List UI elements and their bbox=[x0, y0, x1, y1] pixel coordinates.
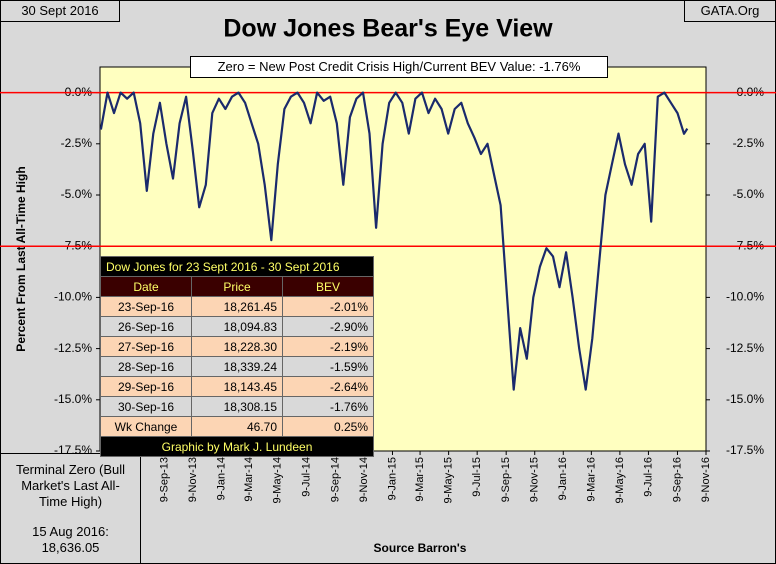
terminal-value: 15 Aug 2016: 18,636.05 bbox=[32, 524, 109, 555]
weekly-table: Dow Jones for 23 Sept 2016 - 30 Sept 201… bbox=[100, 256, 374, 457]
table-row: 23-Sep-16 18,261.45 -2.01% bbox=[100, 296, 374, 317]
y2-tick-label: 0.0% bbox=[737, 85, 765, 99]
chart-title: Dow Jones Bear's Eye View bbox=[223, 15, 553, 43]
y-tick-label: -2.5% bbox=[61, 136, 93, 150]
table-cell: Wk Change bbox=[100, 416, 192, 437]
y-tick-label: -15.0% bbox=[54, 392, 92, 406]
y-tick-label: -12.5% bbox=[54, 341, 92, 355]
y-tick-label: -7.5% bbox=[61, 238, 93, 252]
table-cell: 26-Sep-16 bbox=[100, 316, 192, 337]
x-tick-label: 9-May-15 bbox=[443, 457, 455, 503]
table-cell: -1.59% bbox=[282, 356, 374, 377]
x-tick-label: 9-Nov-13 bbox=[187, 457, 199, 502]
table-cell: 18,339.24 bbox=[191, 356, 283, 377]
x-tick-label: 9-Mar-15 bbox=[414, 457, 426, 502]
x-tick-label: 9-May-14 bbox=[272, 457, 284, 503]
y-tick-label: 0.0% bbox=[65, 85, 93, 99]
table-cell: 30-Sep-16 bbox=[100, 396, 192, 417]
table-cell: 28-Sep-16 bbox=[100, 356, 192, 377]
x-tick-label: 9-Sep-13 bbox=[158, 457, 170, 502]
terminal-zero: Terminal Zero (Bull Market's Last All-Ti… bbox=[15, 462, 126, 509]
y-axis-label: Percent From Last All-Time High bbox=[14, 166, 28, 351]
y2-tick-label: -12.5% bbox=[726, 341, 764, 355]
x-tick-label: 9-Jul-14 bbox=[300, 457, 312, 497]
y-tick-label: -5.0% bbox=[61, 187, 93, 201]
table-cell: -2.64% bbox=[282, 376, 374, 397]
table-cell: -2.19% bbox=[282, 336, 374, 357]
x-tick-label: 9-Nov-16 bbox=[700, 457, 712, 502]
site: GATA.Org bbox=[684, 0, 776, 22]
x-tick-label: 9-Nov-14 bbox=[358, 457, 370, 502]
x-tick-label: 9-May-16 bbox=[614, 457, 626, 503]
y2-tick-label: -5.0% bbox=[733, 187, 765, 201]
table-cell: Graphic by Mark J. Lundeen bbox=[100, 436, 374, 457]
x-tick-label: 9-Jan-16 bbox=[557, 457, 569, 500]
terminal-box: Terminal Zero (Bull Market's Last All-Ti… bbox=[0, 453, 141, 564]
table-cell: 18,094.83 bbox=[191, 316, 283, 337]
table-row: Date Price BEV bbox=[100, 276, 374, 297]
table-cell: 27-Sep-16 bbox=[100, 336, 192, 357]
table-cell: 0.25% bbox=[282, 416, 374, 437]
data-line bbox=[99, 91, 689, 391]
x-tick-label: 9-Mar-14 bbox=[243, 457, 255, 502]
y2-tick-label: -17.5% bbox=[726, 443, 764, 457]
table-cell: -2.90% bbox=[282, 316, 374, 337]
table-cell: 18,261.45 bbox=[191, 296, 283, 317]
table-row: 27-Sep-16 18,228.30 -2.19% bbox=[100, 336, 374, 357]
table-cell: -1.76% bbox=[282, 396, 374, 417]
y-tick-label: -10.0% bbox=[54, 290, 92, 304]
table-cell: Dow Jones for 23 Sept 2016 - 30 Sept 201… bbox=[100, 256, 374, 277]
y2-tick-label: -15.0% bbox=[726, 392, 764, 406]
y2-tick-label: -2.5% bbox=[733, 136, 765, 150]
x-tick-label: 9-Sep-15 bbox=[500, 457, 512, 502]
table-row: 28-Sep-16 18,339.24 -1.59% bbox=[100, 356, 374, 377]
table-cell: -2.01% bbox=[282, 296, 374, 317]
table-cell: 29-Sep-16 bbox=[100, 376, 192, 397]
x-tick-label: 9-Sep-16 bbox=[671, 457, 683, 502]
table-row: 30-Sep-16 18,308.15 -1.76% bbox=[100, 396, 374, 417]
table-cell: BEV bbox=[282, 276, 374, 297]
date-stamp: 30 Sept 2016 bbox=[0, 0, 120, 22]
table-cell: Price bbox=[191, 276, 283, 297]
subtitle: Zero = New Post Credit Crisis High/Curre… bbox=[190, 56, 608, 78]
x-tick-label: 9-Jul-15 bbox=[471, 457, 483, 497]
table-row: 26-Sep-16 18,094.83 -2.90% bbox=[100, 316, 374, 337]
y2-tick-label: -10.0% bbox=[726, 290, 764, 304]
table-row: Graphic by Mark J. Lundeen bbox=[100, 436, 374, 457]
x-tick-label: 9-Jan-14 bbox=[216, 457, 228, 500]
y2-tick-label: -7.5% bbox=[733, 238, 765, 252]
x-tick-label: 9-Mar-16 bbox=[585, 457, 597, 502]
x-tick-label: 9-Jan-15 bbox=[386, 457, 398, 500]
x-axis-label: Source Barron's bbox=[374, 541, 467, 555]
table-cell: 18,143.45 bbox=[191, 376, 283, 397]
table-row: Wk Change 46.70 0.25% bbox=[100, 416, 374, 437]
table-row: Dow Jones for 23 Sept 2016 - 30 Sept 201… bbox=[100, 256, 374, 277]
table-row: 29-Sep-16 18,143.45 -2.64% bbox=[100, 376, 374, 397]
table-cell: 46.70 bbox=[191, 416, 283, 437]
table-cell: Date bbox=[100, 276, 192, 297]
x-tick-label: 9-Sep-14 bbox=[329, 457, 341, 502]
table-cell: 18,228.30 bbox=[191, 336, 283, 357]
table-cell: 18,308.15 bbox=[191, 396, 283, 417]
x-tick-label: 9-Jul-16 bbox=[642, 457, 654, 497]
table-cell: 23-Sep-16 bbox=[100, 296, 192, 317]
x-tick-label: 9-Nov-15 bbox=[529, 457, 541, 502]
